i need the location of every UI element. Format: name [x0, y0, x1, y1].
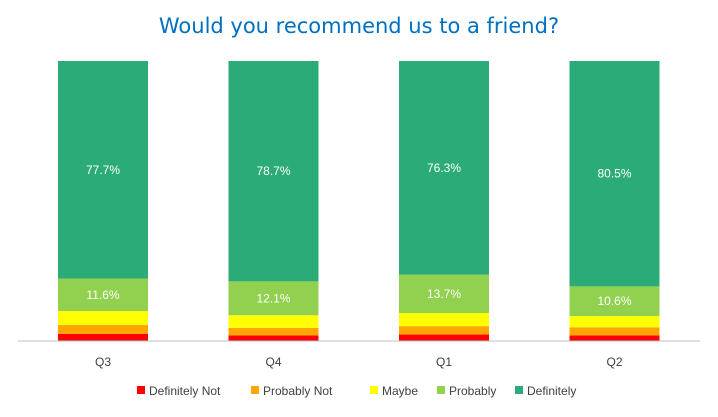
data-label-definitely-q1: 76.3%: [427, 161, 461, 175]
bar-segment-probably-q3: [58, 278, 148, 312]
legend-label-maybe: Maybe: [382, 384, 418, 398]
bar-segment-definitely-q1: [399, 61, 489, 275]
bar-segment-definitely-q3: [58, 61, 148, 279]
bar-segment-maybe-q1: [399, 313, 489, 327]
x-tick-label-q3: Q3: [95, 355, 111, 369]
bar-segment-probably-q1: [399, 274, 489, 313]
legend-label-probably-not: Probably Not: [263, 384, 333, 398]
data-label-definitely-q2: 80.5%: [597, 167, 631, 181]
bar-segment-definitely-not-q3: [58, 334, 148, 341]
legend-label-probably: Probably: [449, 384, 496, 398]
data-label-probably-q1: 13.7%: [427, 287, 461, 301]
data-label-definitely-q4: 78.7%: [256, 164, 290, 178]
bars-layer: 11.6% 77.7% 12.1% 78.7% 13.7% 76.3% 10.6% 80.5%: [58, 61, 660, 341]
bar-segment-maybe-q3: [58, 311, 148, 326]
x-tick-label-q4: Q4: [265, 355, 281, 369]
data-label-probably-q3: 11.6%: [86, 288, 119, 302]
legend-swatch-probably-not: [251, 386, 259, 394]
legend-label-definitely-not: Definitely Not: [149, 384, 221, 398]
data-label-probably-q4: 12.1%: [256, 291, 290, 305]
bar-segment-probably-not-q2: [569, 327, 660, 336]
legend-label-definitely: Definitely: [527, 384, 576, 398]
bar-segment-definitely-not-q1: [399, 334, 489, 341]
bar-segment-maybe-q2: [569, 316, 660, 328]
bar-segment-probably-q4: [228, 281, 319, 316]
bar-segment-definitely-not-q4: [228, 335, 319, 341]
bar-segment-maybe-q4: [228, 315, 319, 328]
legend-swatch-maybe: [370, 386, 378, 394]
legend-swatch-probably: [437, 386, 445, 394]
data-label-definitely-q3: 77.7%: [86, 163, 120, 177]
data-label-probably-q2: 10.6%: [597, 294, 631, 308]
bar-segment-probably-not-q1: [399, 326, 489, 335]
legend-swatch-definitely: [515, 386, 523, 394]
bar-segment-probably-not-q3: [58, 325, 148, 334]
bar-segment-definitely-not-q2: [569, 335, 660, 341]
legend: Definitely Not Probably Not Maybe Probably D…: [137, 384, 576, 398]
chart-title: Would you recommend us to a friend?: [159, 14, 559, 38]
x-tick-label-q2: Q2: [606, 355, 622, 369]
legend-swatch-definitely-not: [137, 386, 145, 394]
bar-segment-probably-q2: [569, 286, 660, 317]
bar-segment-definitely-q2: [569, 61, 660, 287]
bar-segment-probably-not-q4: [228, 327, 319, 336]
bar-segment-definitely-q4: [228, 61, 319, 282]
x-tick-labels: Q3 Q4 Q1 Q2: [95, 355, 623, 369]
x-tick-label-q1: Q1: [436, 355, 452, 369]
